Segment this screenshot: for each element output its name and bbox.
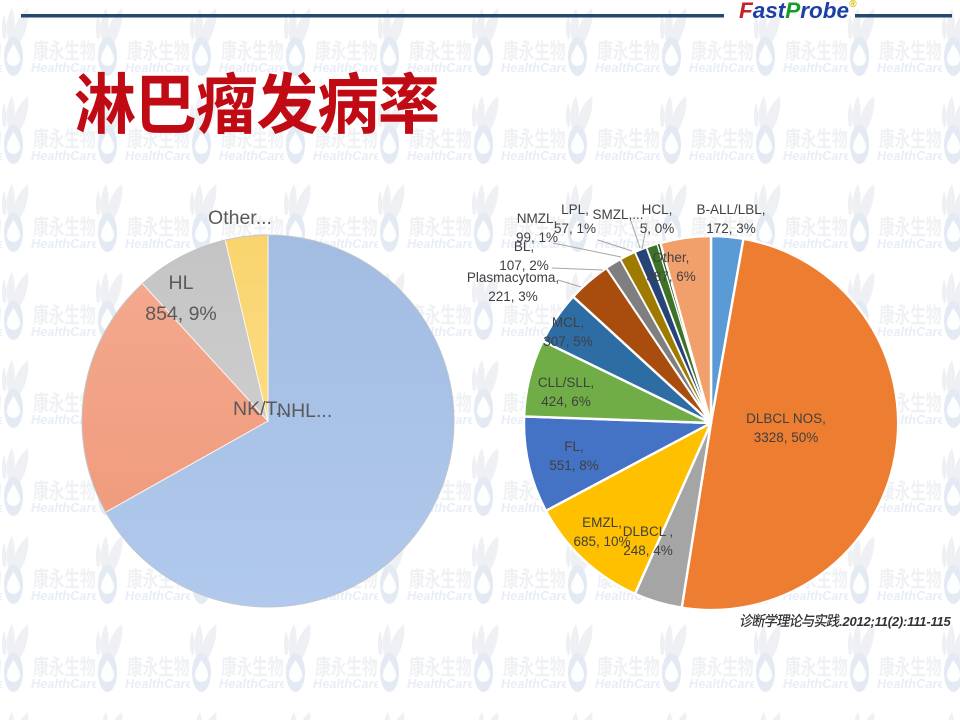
svg-text:.2012;11(2):111-115: .2012;11(2):111-115: [839, 614, 952, 629]
